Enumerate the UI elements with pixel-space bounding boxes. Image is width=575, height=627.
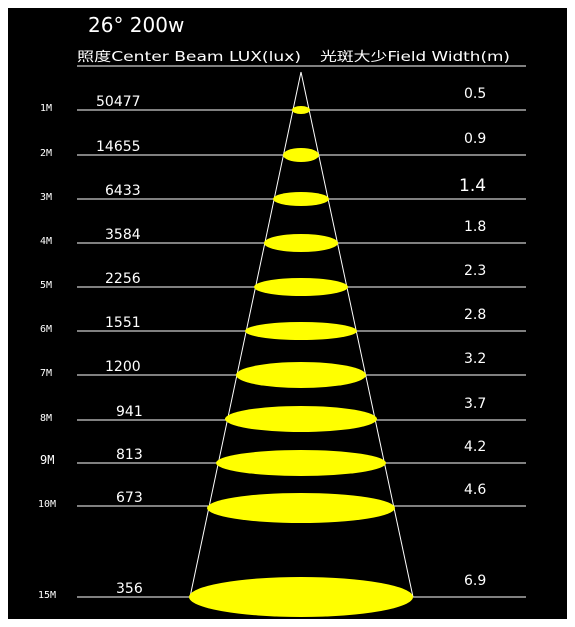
lux-column-header: 照度Center Beam LUX(lux) (77, 49, 301, 65)
field-width-value: 3.7 (464, 396, 486, 412)
lux-value: 6433 (105, 183, 141, 199)
distance-label: 9M (40, 453, 54, 467)
beam-spot-ellipse (254, 278, 348, 296)
width-column-header: 光斑大少Field Width(m) (320, 50, 510, 65)
lux-value: 2256 (105, 271, 141, 287)
lux-value: 941 (116, 404, 143, 420)
distance-label: 10M (38, 499, 56, 510)
field-width-value: 6.9 (464, 573, 486, 589)
distance-label: 3M (40, 192, 52, 203)
beam-spot-ellipse (245, 322, 357, 340)
distance-label: 7M (40, 368, 52, 379)
beam-spot-ellipse (207, 493, 395, 523)
lux-value: 673 (116, 490, 143, 506)
field-width-value: 1.4 (459, 176, 486, 196)
distance-row: 3M 6433 1.4 (40, 176, 526, 206)
distance-row: 5M 2256 2.3 (40, 263, 526, 296)
distance-row: 8M 941 3.7 (40, 396, 526, 432)
distance-label: 6M (40, 324, 52, 335)
field-width-value: 0.9 (464, 131, 486, 147)
beam-spot-ellipse (292, 106, 310, 114)
distance-row: 7M 1200 3.2 (40, 351, 526, 388)
beam-spot-ellipse (225, 406, 377, 432)
field-width-value: 3.2 (464, 351, 486, 367)
field-width-value: 4.2 (464, 439, 486, 455)
lux-value: 1200 (105, 359, 141, 375)
lux-value: 356 (116, 581, 143, 597)
beam-spot-ellipse (283, 148, 319, 162)
field-width-value: 2.3 (464, 263, 486, 279)
distance-row: 1M 50477 0.5 (40, 86, 526, 114)
lux-value: 813 (116, 447, 143, 463)
distance-label: 8M (40, 413, 52, 424)
beam-spot-ellipse (236, 362, 366, 388)
field-width-value: 1.8 (464, 219, 486, 235)
beam-spot-ellipse (189, 577, 413, 617)
distance-row: 15M 356 6.9 (38, 573, 526, 617)
distance-row: 6M 1551 2.8 (40, 307, 526, 340)
distance-label: 5M (40, 280, 52, 291)
diagram-title: 26° 200w (88, 13, 184, 37)
field-width-value: 4.6 (464, 482, 486, 498)
lux-value: 14655 (96, 139, 141, 155)
distance-row: 9M 813 4.2 (40, 439, 526, 476)
field-width-value: 2.8 (464, 307, 486, 323)
distance-label: 2M (40, 148, 52, 159)
beam-spot-ellipse (264, 234, 338, 252)
distance-label: 4M (40, 236, 52, 247)
lux-value: 1551 (105, 315, 141, 331)
distance-row: 10M 673 4.6 (38, 482, 526, 523)
lux-value: 3584 (105, 227, 141, 243)
field-width-value: 0.5 (464, 86, 486, 102)
distance-row: 4M 3584 1.8 (40, 219, 526, 252)
distance-label: 15M (38, 590, 56, 601)
beam-spot-ellipse (216, 450, 386, 476)
distance-label: 1M (40, 103, 52, 114)
beam-spot-ellipse (273, 192, 329, 206)
lux-value: 50477 (96, 94, 141, 110)
